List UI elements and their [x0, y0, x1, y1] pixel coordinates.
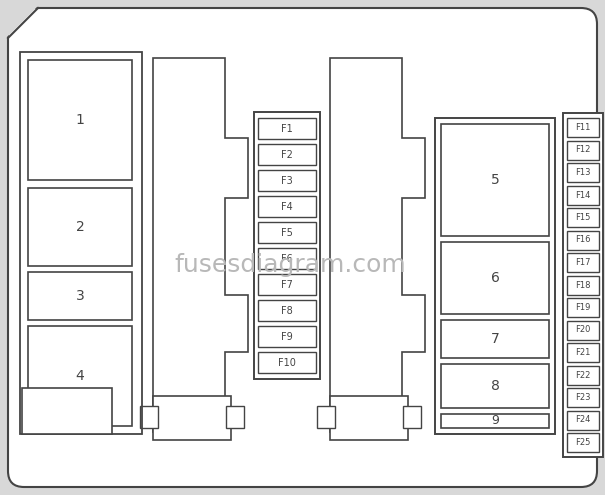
- Text: F4: F4: [281, 201, 293, 211]
- Bar: [441, 414, 549, 428]
- Text: F5: F5: [281, 228, 293, 238]
- Bar: [258, 170, 316, 191]
- Text: F23: F23: [575, 393, 590, 402]
- Bar: [567, 388, 599, 407]
- Text: F21: F21: [575, 348, 590, 357]
- FancyBboxPatch shape: [8, 8, 597, 487]
- Bar: [441, 364, 549, 408]
- Text: 6: 6: [491, 271, 500, 285]
- Bar: [567, 433, 599, 452]
- Text: F16: F16: [575, 236, 590, 245]
- Text: F3: F3: [281, 176, 293, 186]
- Text: F25: F25: [575, 438, 590, 447]
- Bar: [330, 396, 408, 440]
- Bar: [28, 60, 132, 180]
- Bar: [258, 300, 316, 321]
- Polygon shape: [153, 58, 248, 432]
- Bar: [20, 52, 142, 434]
- Bar: [258, 222, 316, 243]
- Text: F22: F22: [575, 370, 590, 380]
- Bar: [317, 406, 335, 428]
- Text: F8: F8: [281, 305, 293, 315]
- Text: fusesdiagram.com: fusesdiagram.com: [174, 253, 406, 277]
- Bar: [22, 388, 112, 434]
- Text: F9: F9: [281, 332, 293, 342]
- Text: 1: 1: [76, 113, 85, 127]
- Bar: [258, 274, 316, 295]
- Bar: [254, 112, 320, 379]
- Bar: [258, 352, 316, 373]
- Bar: [567, 365, 599, 385]
- Text: F6: F6: [281, 253, 293, 263]
- Text: 7: 7: [491, 332, 499, 346]
- Bar: [258, 118, 316, 139]
- Text: 9: 9: [491, 414, 499, 428]
- Bar: [403, 406, 421, 428]
- Bar: [567, 163, 599, 182]
- Bar: [567, 343, 599, 362]
- Bar: [567, 231, 599, 249]
- Bar: [258, 326, 316, 347]
- Text: 8: 8: [491, 379, 500, 393]
- Bar: [567, 320, 599, 340]
- Bar: [567, 410, 599, 430]
- Bar: [567, 276, 599, 295]
- Bar: [441, 124, 549, 236]
- Bar: [153, 396, 231, 440]
- Text: F11: F11: [575, 123, 590, 132]
- Bar: [567, 118, 599, 137]
- Text: F7: F7: [281, 280, 293, 290]
- Bar: [28, 326, 132, 426]
- Bar: [567, 253, 599, 272]
- Text: 2: 2: [76, 220, 84, 234]
- Text: 4: 4: [76, 369, 84, 383]
- Bar: [567, 208, 599, 227]
- Text: F14: F14: [575, 191, 590, 199]
- Bar: [441, 242, 549, 314]
- Text: F20: F20: [575, 326, 590, 335]
- Bar: [563, 113, 603, 457]
- Bar: [441, 320, 549, 358]
- Text: F18: F18: [575, 281, 590, 290]
- Bar: [258, 144, 316, 165]
- Bar: [567, 298, 599, 317]
- Text: F13: F13: [575, 168, 590, 177]
- Text: F1: F1: [281, 123, 293, 134]
- Bar: [258, 196, 316, 217]
- Bar: [140, 406, 158, 428]
- Text: F2: F2: [281, 149, 293, 159]
- Bar: [226, 406, 244, 428]
- Text: F17: F17: [575, 258, 590, 267]
- Bar: [435, 118, 555, 434]
- Text: 3: 3: [76, 289, 84, 303]
- Text: F10: F10: [278, 357, 296, 367]
- Bar: [28, 188, 132, 266]
- Bar: [567, 186, 599, 204]
- Text: F15: F15: [575, 213, 590, 222]
- Polygon shape: [5, 5, 38, 38]
- Bar: [567, 141, 599, 159]
- Polygon shape: [330, 58, 425, 432]
- Bar: [28, 272, 132, 320]
- Text: 5: 5: [491, 173, 499, 187]
- Text: F12: F12: [575, 146, 590, 154]
- Bar: [258, 248, 316, 269]
- Text: F19: F19: [575, 303, 590, 312]
- Text: F24: F24: [575, 415, 590, 425]
